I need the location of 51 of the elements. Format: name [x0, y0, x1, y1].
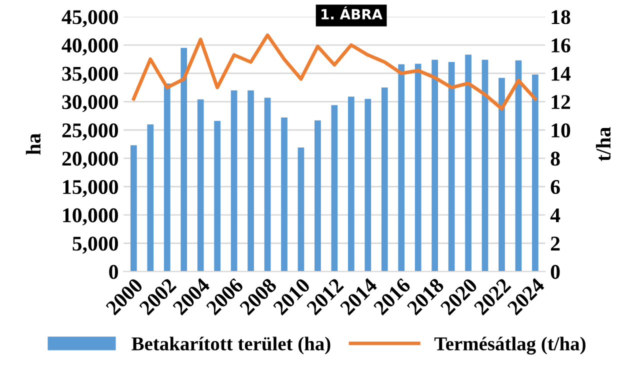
bar — [180, 48, 188, 272]
bar — [364, 98, 372, 272]
y-tick-label: 15,000 — [63, 180, 118, 198]
y-tick-label: 30,000 — [62, 95, 118, 112]
legend-label: Betakarított terület (ha) — [132, 336, 330, 354]
bar — [130, 145, 137, 272]
y-tick-label: 10,000 — [63, 208, 118, 226]
bar — [314, 120, 321, 272]
y2-axis-title: t/ha — [596, 127, 611, 162]
bar — [432, 60, 438, 272]
bar — [482, 60, 488, 272]
bar — [498, 78, 505, 272]
bar — [197, 99, 204, 272]
bar — [281, 118, 288, 272]
line-series — [132, 33, 537, 110]
y-tick-label: 5,000 — [72, 236, 118, 254]
y2-tick-label: 10 — [552, 123, 570, 138]
bar — [448, 62, 455, 272]
bar — [348, 96, 354, 272]
y2-tick-label: 8 — [550, 152, 560, 166]
bar — [214, 120, 220, 272]
legend-label: Termésátlag (t/ha) — [434, 336, 586, 354]
y2-tick-label: 4 — [550, 208, 560, 222]
y2-tick-label: 6 — [550, 180, 560, 194]
bar — [298, 148, 304, 272]
bar — [398, 64, 405, 272]
bar — [147, 124, 154, 272]
y-tick-label: 40,000 — [62, 38, 118, 56]
bar — [465, 54, 472, 272]
y2-tick-label: 0 — [550, 264, 560, 279]
bar — [414, 64, 422, 272]
y-axis-title: ha — [26, 133, 41, 155]
y-tick-label: 0 — [109, 264, 118, 279]
bar — [532, 74, 538, 272]
y2-tick-label: 12 — [552, 95, 570, 109]
y2-tick-label: 16 — [552, 38, 570, 52]
y-tick-label: 25,000 — [62, 123, 118, 140]
y2-tick-label: 2 — [550, 236, 560, 250]
chart-title: 1. ÁBRA — [322, 6, 383, 20]
y-tick-label: 45,000 — [62, 10, 118, 28]
bar — [331, 105, 338, 272]
bar — [248, 90, 254, 272]
bar — [264, 98, 271, 272]
bar — [381, 88, 388, 272]
y2-tick-label: 18 — [552, 10, 570, 24]
bar — [230, 90, 238, 272]
y-tick-label: 35,000 — [62, 66, 118, 84]
bar — [164, 84, 170, 272]
bar — [515, 60, 522, 272]
y2-tick-label: 14 — [552, 66, 571, 81]
y-tick-label: 20,000 — [62, 152, 118, 169]
